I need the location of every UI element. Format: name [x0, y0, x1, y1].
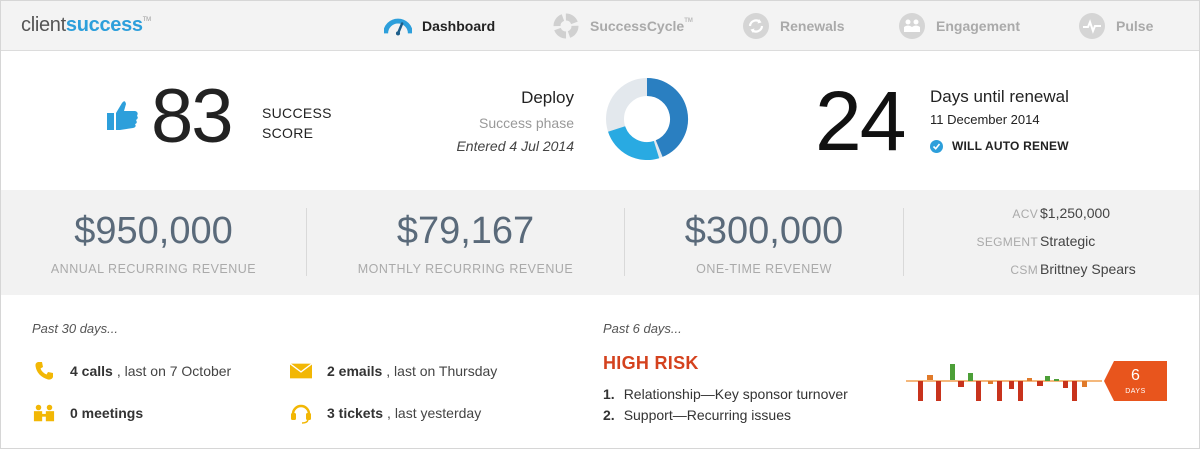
days-until-renewal-title: Days until renewal — [930, 87, 1069, 106]
nav-engagement[interactable]: Engagement — [898, 12, 1020, 40]
phase-name: Deploy — [521, 88, 574, 107]
days-until-renewal-value: 24 — [815, 74, 906, 168]
phone-icon — [33, 361, 55, 381]
divider — [624, 208, 625, 276]
risk-item[interactable]: 1. Relationship—Key sponsor turnover — [603, 386, 848, 402]
one-time-revenue-caption: ONE-TIME REVENEW — [696, 262, 832, 276]
arr-caption: ANNUAL RECURRING REVENUE — [50, 262, 257, 276]
people-icon — [898, 12, 926, 40]
arr-block: $950,000 ANNUAL RECURRING REVENUE — [1, 190, 306, 295]
nav-pulse-label: Pulse — [1116, 18, 1154, 34]
risk-item[interactable]: 2. Support—Recurring issues — [603, 407, 791, 423]
one-time-revenue-block: $300,000 ONE-TIME REVENEW — [625, 190, 903, 295]
nav-successcycle-label: SuccessCycleTM — [590, 18, 693, 34]
tickets-stat[interactable]: 3 tickets, last yesterday — [290, 403, 482, 424]
arr-value: $950,000 — [74, 210, 233, 252]
risk-item-number: 1. — [603, 386, 615, 402]
clientsuccess-logo[interactable]: clientsuccessTM — [21, 14, 151, 37]
refresh-icon — [742, 12, 770, 40]
success-score-label-line1: SUCCESS — [262, 105, 332, 121]
one-time-revenue-value: $300,000 — [684, 210, 844, 252]
emails-stat[interactable]: 2 emails, last on Thursday — [290, 361, 497, 381]
emails-last: , last on Thursday — [386, 363, 498, 379]
risk-days-badge: 6 DAYS — [1104, 361, 1167, 401]
logo-text-success: success — [65, 14, 143, 36]
nav-renewals-label: Renewals — [780, 18, 845, 34]
calls-stat[interactable]: 4 calls, last on 7 October — [33, 361, 231, 381]
auto-renew-status: WILL AUTO RENEW — [930, 139, 1069, 153]
thumbs-up-icon — [107, 99, 139, 138]
revenue-band: $950,000 ANNUAL RECURRING REVENUE $79,16… — [1, 190, 1199, 295]
pulse-icon — [1078, 12, 1106, 40]
risk-item-text: Relationship—Key sponsor turnover — [623, 386, 848, 402]
csm-label: CSM — [1010, 263, 1038, 277]
auto-renew-label: WILL AUTO RENEW — [952, 139, 1069, 153]
phase-donut-chart[interactable] — [604, 76, 690, 167]
check-icon — [930, 139, 943, 153]
risk-item-text: Support—Recurring issues — [623, 407, 791, 423]
top-nav: clientsuccessTM Dashboard SuccessCycleTM — [1, 1, 1199, 51]
nav-dashboard-label: Dashboard — [422, 18, 496, 34]
nav-successcycle[interactable]: SuccessCycleTM — [552, 12, 693, 40]
logo-text-client: client — [21, 14, 66, 36]
acv-label: ACV — [1012, 207, 1038, 221]
renewal-date: 11 December 2014 — [930, 112, 1040, 127]
risk-days-label: DAYS — [1125, 388, 1146, 395]
segment-value: Strategic — [1040, 233, 1096, 249]
nav-renewals[interactable]: Renewals — [742, 12, 845, 40]
activity-period-title: Past 30 days... — [32, 321, 118, 336]
risk-item-number: 2. — [603, 407, 615, 423]
mrr-value: $79,167 — [396, 210, 535, 252]
acv-value: $1,250,000 — [1040, 205, 1111, 221]
tickets-last: , last yesterday — [387, 405, 482, 421]
headset-icon — [290, 403, 312, 424]
phase-subtitle: Success phase — [479, 115, 574, 131]
nav-dashboard[interactable]: Dashboard — [384, 12, 495, 40]
segment-label: SEGMENT — [976, 235, 1038, 249]
success-score-label: SUCCESS SCORE — [262, 103, 332, 143]
calls-last: , last on 7 October — [116, 363, 232, 379]
risk-level: HIGH RISK — [603, 353, 699, 373]
nav-engagement-label: Engagement — [936, 18, 1021, 34]
risk-sparkline — [906, 356, 1102, 409]
success-score-value: 83 — [151, 74, 234, 159]
emails-count: 2 emails — [327, 363, 383, 379]
tickets-count: 3 tickets — [327, 405, 384, 421]
risk-days-value: 6 — [1131, 367, 1140, 384]
meetings-count: 0 meetings — [70, 405, 144, 421]
meeting-icon — [33, 403, 55, 423]
meetings-stat[interactable]: 0 meetings — [33, 403, 147, 423]
success-score-label-line2: SCORE — [262, 125, 314, 141]
calls-count: 4 calls — [70, 363, 113, 379]
phase-entered-date: Entered 4 Jul 2014 — [456, 138, 574, 154]
risk-period-title: Past 6 days... — [603, 321, 682, 336]
envelope-icon — [290, 361, 312, 381]
cycle-icon — [552, 12, 580, 40]
csm-value: Brittney Spears — [1040, 261, 1136, 277]
mrr-block: $79,167 MONTHLY RECURRING REVENUE — [307, 190, 624, 295]
gauge-icon — [384, 12, 412, 40]
logo-tm: TM — [142, 17, 151, 23]
nav-pulse[interactable]: Pulse — [1078, 12, 1153, 40]
divider — [306, 208, 307, 276]
mrr-caption: MONTHLY RECURRING REVENUE — [357, 262, 574, 276]
divider — [903, 208, 904, 276]
